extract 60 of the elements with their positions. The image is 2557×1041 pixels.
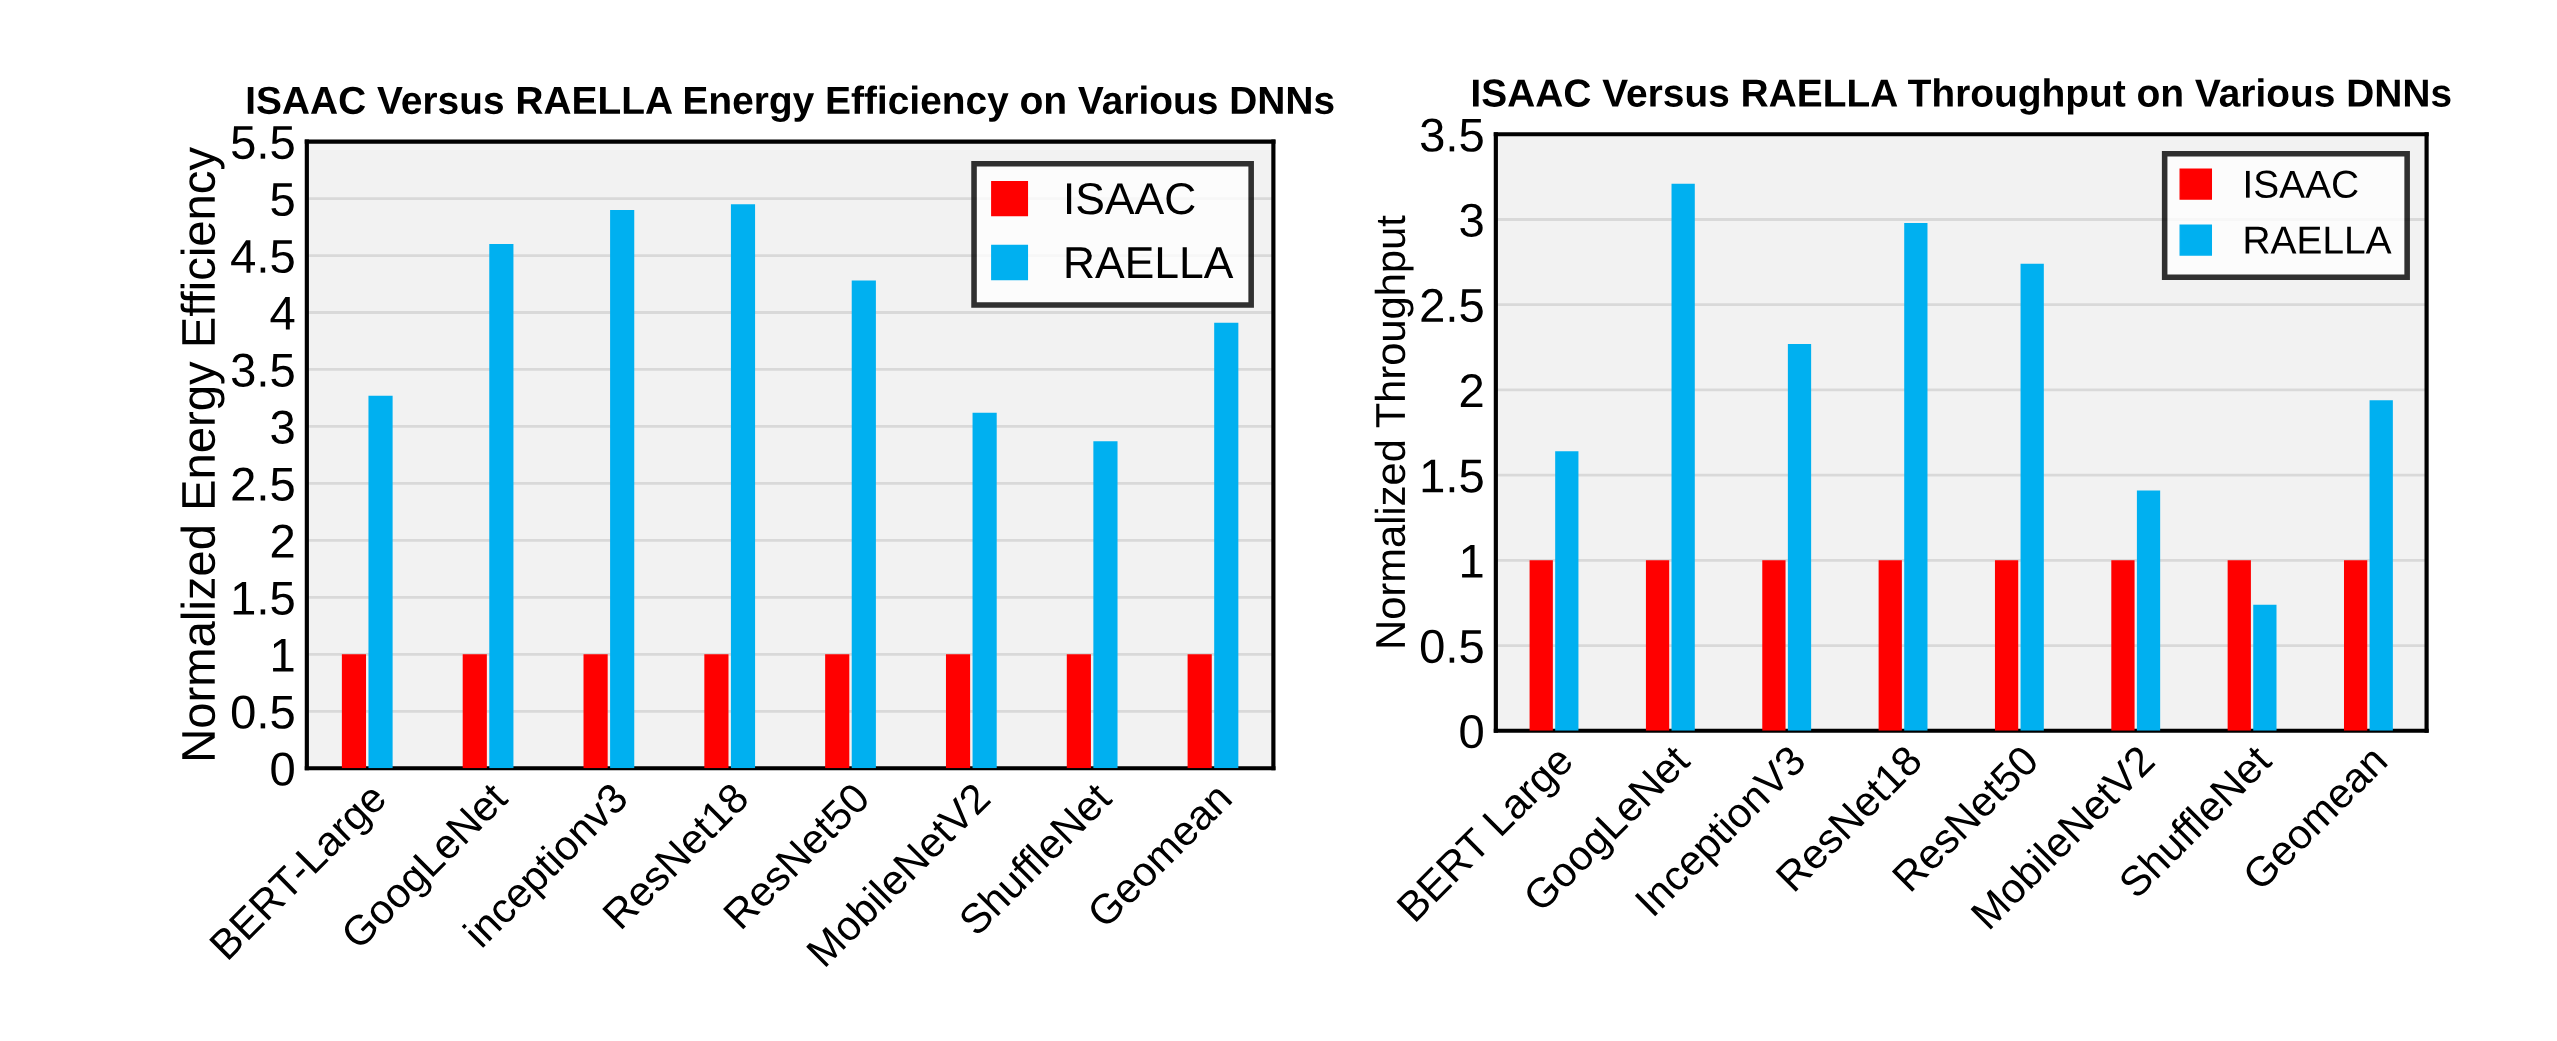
y-tick-label: 2.5 — [1421, 288, 1483, 323]
bar — [945, 654, 971, 769]
bar — [1093, 441, 1118, 769]
bar — [1904, 222, 1928, 731]
bar — [2343, 560, 2368, 731]
legend-label: RAELLA — [2245, 226, 2392, 254]
bar — [610, 209, 635, 769]
y-axis-title: Normalized Throughput — [1374, 215, 1414, 647]
chart-title: ISAAC Versus RAELLA Energy Efficiency on Various DNNs — [247, 85, 1334, 123]
y-tick-label: 1.5 — [233, 581, 294, 615]
y-tick-label: 2 — [1460, 374, 1483, 408]
y-tick-label: 2 — [271, 524, 294, 558]
legend-label: RAELLA — [1066, 247, 1234, 278]
bar — [2020, 263, 2044, 731]
bar — [1762, 560, 1786, 731]
y-tick-label: 2.5 — [232, 467, 294, 501]
bar — [583, 654, 608, 769]
bar — [730, 204, 756, 769]
bar — [368, 395, 393, 769]
bar — [2253, 604, 2277, 731]
chart-title: ISAAC Versus RAELLA Throughput on Various DNNs — [1473, 78, 2451, 115]
y-tick-label: 5 — [271, 183, 294, 217]
y-tick-label: 4 — [270, 297, 295, 330]
legend-label: ISAAC — [2246, 170, 2358, 199]
bar — [1555, 451, 1579, 731]
bar — [825, 654, 850, 769]
bar — [1645, 560, 1670, 731]
legend-label: ISAAC — [1067, 182, 1195, 215]
bar — [2111, 560, 2135, 731]
bar — [341, 654, 367, 769]
y-tick-label: 0.5 — [231, 695, 294, 729]
bar — [2227, 560, 2251, 731]
bar — [1787, 343, 1812, 731]
bar — [1529, 560, 1553, 731]
y-tick-label: 5.5 — [231, 126, 294, 160]
y-tick-label: 3.5 — [1420, 118, 1483, 152]
bar — [489, 244, 514, 769]
bar — [851, 280, 876, 769]
y-tick-label: 1 — [273, 638, 294, 672]
y-tick-label: 0 — [271, 752, 294, 786]
y-axis-title: Normalized Energy Efficiency — [180, 147, 225, 759]
y-tick-label: 1 — [1462, 544, 1483, 578]
bar — [2369, 400, 2393, 731]
bar — [972, 412, 997, 769]
bar — [2136, 490, 2161, 731]
bar — [1671, 183, 1695, 731]
y-tick-label: 3 — [1460, 203, 1483, 238]
y-tick-label: 3.5 — [231, 353, 294, 388]
bar — [1878, 560, 1902, 731]
y-tick-label: 1.5 — [1422, 459, 1483, 493]
bar — [704, 654, 729, 769]
bar — [1214, 322, 1239, 769]
y-tick-label: 3 — [271, 410, 294, 445]
y-tick-label: 0 — [1460, 714, 1483, 749]
bar — [1066, 654, 1091, 769]
y-tick-label: 4.5 — [231, 240, 294, 274]
bar — [1187, 654, 1212, 769]
bar — [1994, 560, 2019, 731]
bar — [462, 654, 487, 769]
y-tick-label: 0.5 — [1420, 629, 1483, 664]
